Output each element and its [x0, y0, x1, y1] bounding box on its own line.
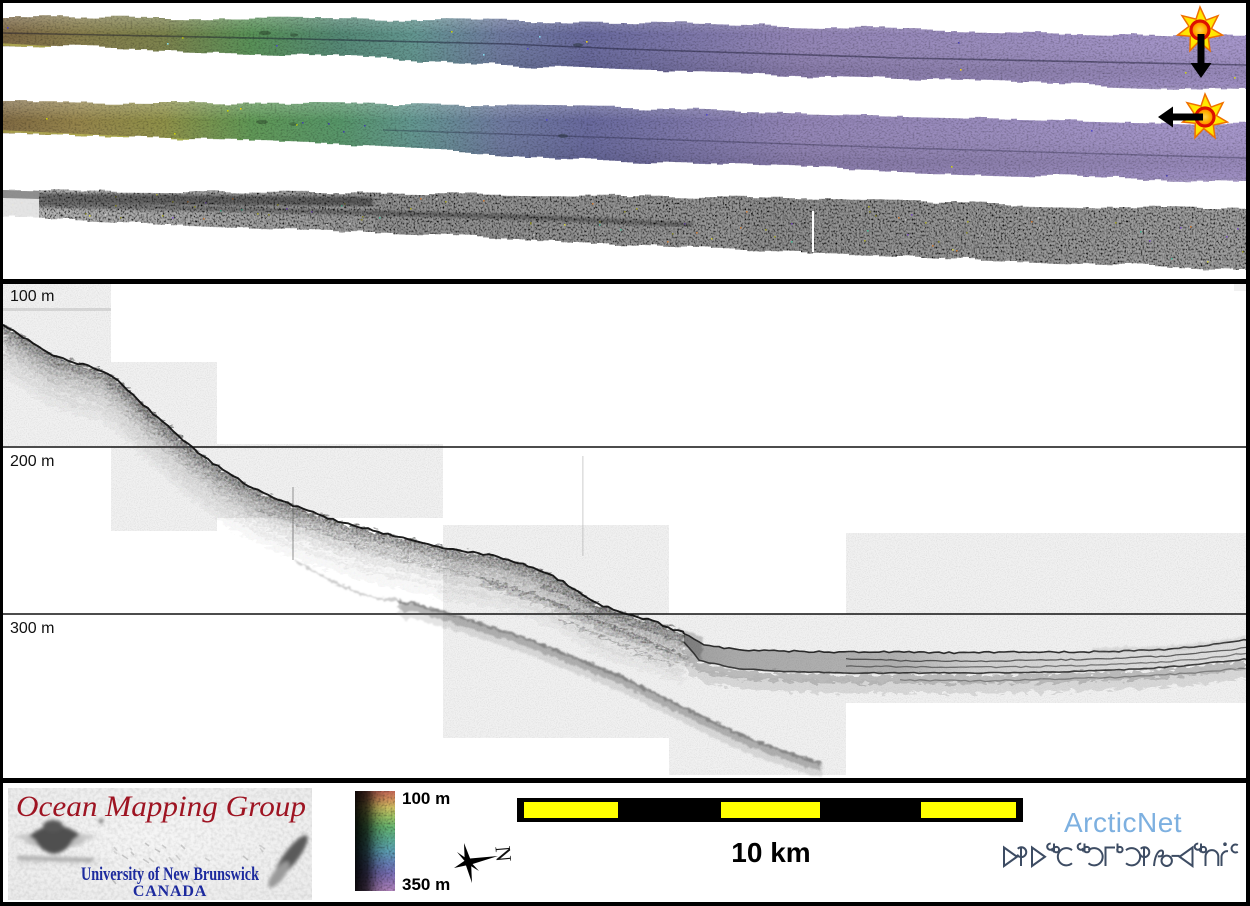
svg-text:CANADA: CANADA — [133, 883, 207, 900]
svg-text:Ocean Mapping Group: Ocean Mapping Group — [16, 790, 306, 823]
svg-text:N: N — [490, 845, 516, 863]
svg-text:University of New Brunswick: University of New Brunswick — [81, 864, 259, 885]
